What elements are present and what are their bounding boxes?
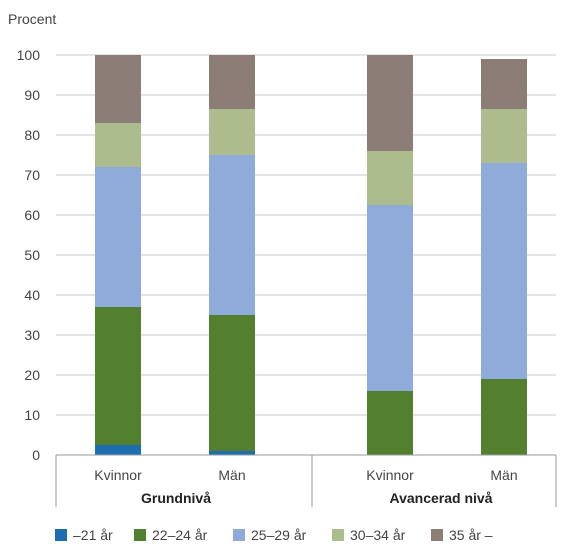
y-tick-label: 80 — [24, 127, 40, 143]
bar-segment — [367, 55, 413, 151]
bar-segment — [481, 109, 527, 163]
bar-segment — [481, 59, 527, 109]
bar-segment — [209, 55, 255, 109]
bar-segment — [481, 379, 527, 455]
x-group-label: Avancerad nivå — [390, 490, 493, 506]
bar-segment — [209, 155, 255, 315]
bar-segment — [95, 307, 141, 445]
bar-segment — [367, 151, 413, 205]
y-tick-label: 10 — [24, 407, 40, 423]
y-tick-label: 0 — [32, 447, 40, 463]
y-tick-label: 30 — [24, 327, 40, 343]
y-axis-label: Procent — [8, 11, 56, 27]
legend-label: 30–34 år — [350, 527, 406, 543]
bar-segment — [95, 167, 141, 307]
bar-segment — [209, 315, 255, 451]
legend-swatch — [431, 529, 443, 541]
x-category-label: Kvinnor — [366, 467, 414, 483]
legend-swatch — [55, 529, 67, 541]
x-category-label: Kvinnor — [94, 467, 142, 483]
bars — [95, 55, 527, 455]
y-tick-label: 40 — [24, 287, 40, 303]
legend-label: –21 år — [73, 527, 113, 543]
y-tick-label: 50 — [24, 247, 40, 263]
legend-label: 25–29 år — [251, 527, 307, 543]
legend-label: 22–24 år — [152, 527, 208, 543]
y-tick-label: 90 — [24, 87, 40, 103]
y-tick-label: 70 — [24, 167, 40, 183]
legend-swatch — [134, 529, 146, 541]
bar-segment — [209, 109, 255, 155]
x-group-label: Grundnivå — [141, 490, 211, 506]
bar-segment — [209, 451, 255, 455]
bar-segment — [95, 55, 141, 123]
y-tick-label: 100 — [17, 47, 41, 63]
x-axis: Kvinnor Män Kvinnor Män Grundnivå Avancerad n… — [55, 454, 557, 507]
legend: –21 år 22–24 år 25–29 år 30–34 år 35 år – — [55, 527, 493, 543]
y-axis-ticks: 0 10 20 30 40 50 60 70 80 90 100 — [17, 47, 41, 463]
x-category-label: Män — [218, 467, 245, 483]
x-category-label: Män — [490, 467, 517, 483]
legend-swatch — [233, 529, 245, 541]
legend-label: 35 år – — [449, 527, 493, 543]
bar-segment — [367, 391, 413, 455]
bar-segment — [95, 445, 141, 455]
y-tick-label: 60 — [24, 207, 40, 223]
bar-segment — [95, 123, 141, 167]
bar-segment — [481, 163, 527, 379]
legend-swatch — [332, 529, 344, 541]
y-tick-label: 20 — [24, 367, 40, 383]
bar-segment — [367, 205, 413, 391]
